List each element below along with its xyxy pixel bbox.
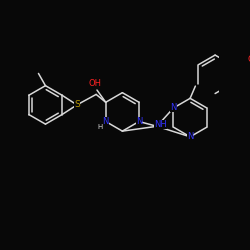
Text: S: S (74, 100, 80, 110)
Text: NH: NH (154, 120, 167, 129)
Text: N: N (136, 117, 142, 126)
Text: O: O (248, 55, 250, 64)
Text: N: N (102, 117, 109, 126)
Text: N: N (187, 132, 193, 141)
Text: OH: OH (89, 78, 102, 88)
Text: H: H (98, 124, 103, 130)
Text: N: N (170, 104, 177, 112)
